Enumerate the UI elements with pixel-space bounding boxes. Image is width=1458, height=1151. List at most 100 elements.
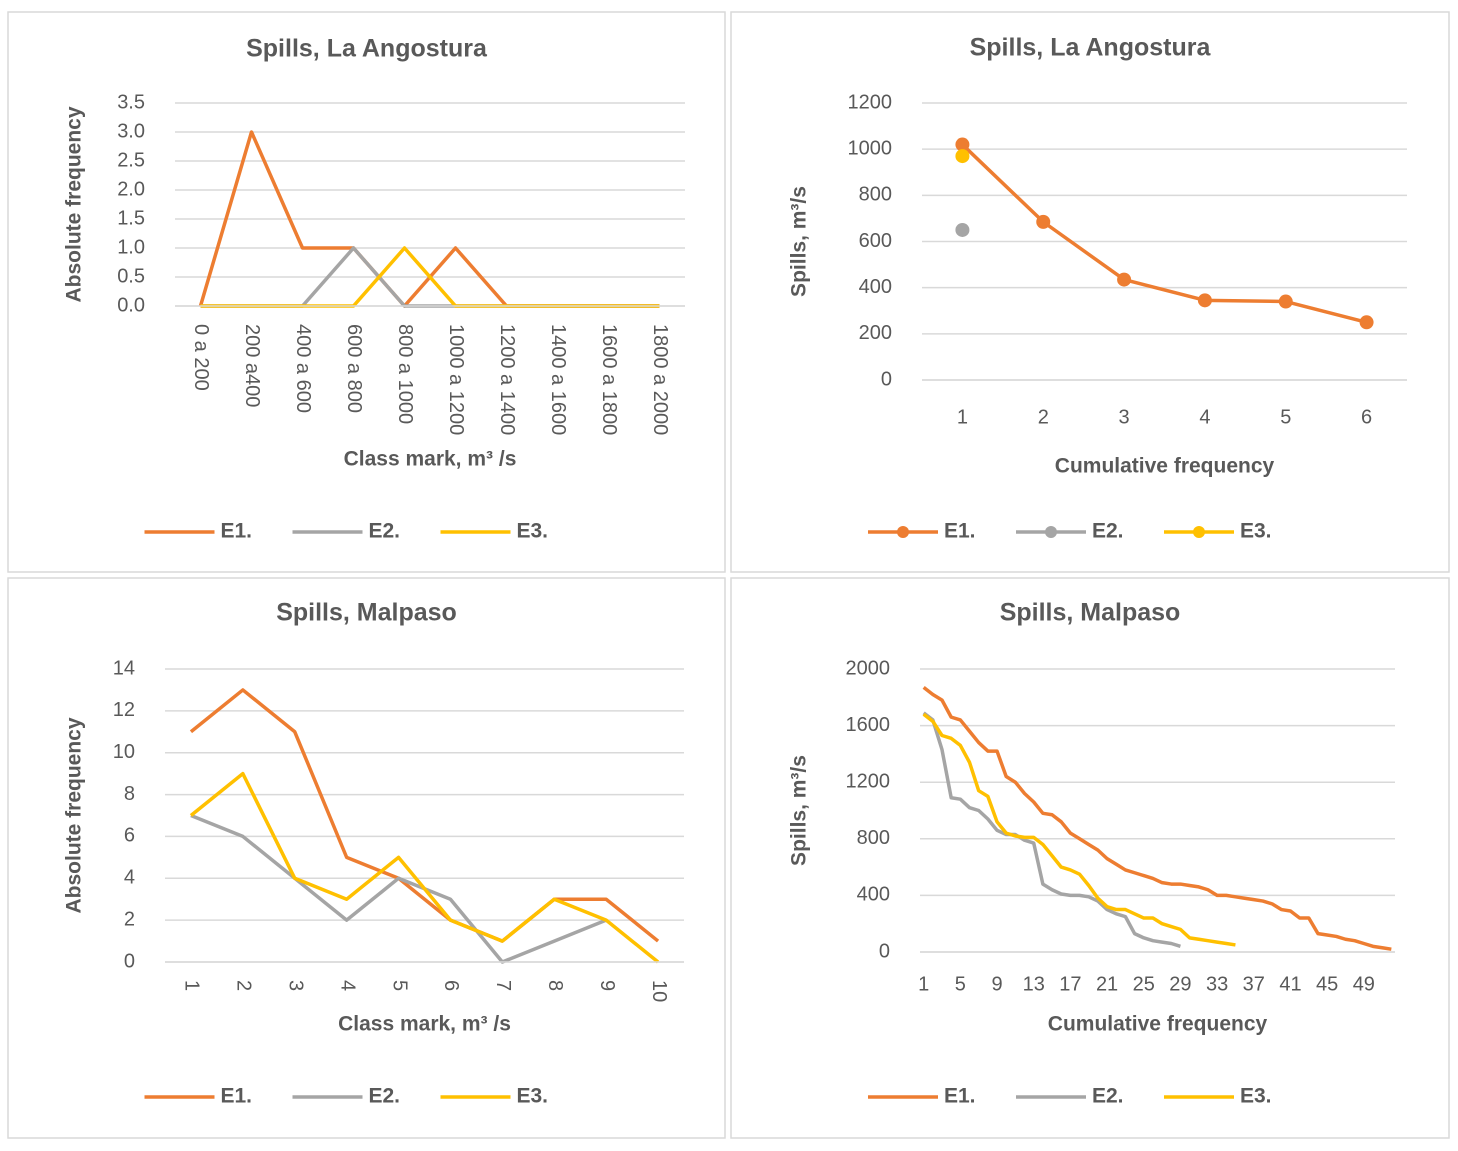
- x-tick-label: 1: [181, 980, 203, 991]
- y-tick-label: 0.5: [117, 265, 145, 287]
- x-tick-label: 1400 a 1600: [547, 324, 569, 435]
- y-tick-label: 4: [124, 867, 135, 889]
- y-tick-label: 1.0: [117, 236, 145, 258]
- marker: [1036, 214, 1051, 229]
- x-tick-label: 600 a 800: [343, 324, 365, 413]
- y-tick-label: 2.5: [117, 149, 145, 171]
- legend-label: E1.: [944, 520, 976, 543]
- y-tick-label: 800: [859, 184, 892, 206]
- marker: [1197, 293, 1212, 308]
- x-tick-label: 2: [1038, 406, 1049, 428]
- legend-marker: [1045, 526, 1057, 538]
- y-tick-label: 0: [881, 368, 892, 390]
- legend-marker: [1193, 526, 1205, 538]
- x-tick-label: 3: [1119, 406, 1130, 428]
- y-axis-title: Absolute frequency: [63, 106, 86, 302]
- x-tick-label: 1800 a 2000: [649, 324, 671, 435]
- y-axis-title: Spills, m³/s: [788, 186, 811, 297]
- legend-label: E1.: [221, 1085, 253, 1108]
- series-line: [922, 711, 1181, 949]
- x-tick-label: 13: [1023, 973, 1045, 995]
- x-tick-label: 800 a 1000: [394, 324, 416, 424]
- y-tick-label: 1200: [846, 770, 891, 792]
- x-tick-label: 1200 a 1400: [496, 324, 518, 435]
- x-tick-label: 45: [1316, 973, 1338, 995]
- x-tick-label: 9: [991, 973, 1002, 995]
- series-line: [189, 771, 660, 964]
- y-tick-label: 12: [113, 699, 135, 721]
- series-line: [922, 712, 1236, 947]
- chart-title: Spills, Malpaso: [276, 599, 457, 627]
- y-tick-label: 400: [859, 276, 892, 298]
- x-tick-label: 10: [648, 980, 670, 1002]
- x-tick-label: 21: [1096, 973, 1118, 995]
- x-tick-label: 2: [233, 980, 255, 991]
- legend-label: E2.: [1092, 520, 1124, 543]
- chart-title: Spills, La Angostura: [970, 34, 1212, 62]
- y-tick-label: 800: [857, 827, 890, 849]
- y-tick-label: 0: [879, 940, 890, 962]
- y-tick-label: 14: [113, 657, 135, 679]
- x-tick-label: 37: [1243, 973, 1265, 995]
- legend-label: E2.: [369, 520, 401, 543]
- panel: [730, 11, 1450, 573]
- y-tick-label: 2: [124, 908, 135, 930]
- legend-label: E2.: [1092, 1085, 1124, 1108]
- legend-label: E3.: [517, 1085, 549, 1108]
- panel: [730, 577, 1450, 1139]
- y-tick-label: 1200: [848, 91, 893, 113]
- x-axis-title: Class mark, m³ /s: [344, 448, 517, 471]
- y-tick-label: 6: [124, 825, 135, 847]
- legend-label: E3.: [517, 520, 549, 543]
- x-tick-label: 400 a 600: [292, 324, 314, 413]
- y-tick-label: 2000: [846, 657, 891, 679]
- x-tick-label: 7: [492, 980, 514, 991]
- series-line: [961, 143, 1368, 324]
- x-tick-label: 4: [336, 980, 358, 991]
- x-tick-label: 49: [1353, 973, 1375, 995]
- y-tick-label: 600: [859, 230, 892, 252]
- x-tick-label: 9: [596, 980, 618, 991]
- series-line: [190, 813, 607, 964]
- x-tick-label: 0 a 200: [190, 324, 212, 391]
- x-tick-label: 3: [284, 980, 306, 991]
- y-tick-label: 400: [857, 884, 890, 906]
- y-tick-label: 1600: [846, 714, 891, 736]
- y-tick-label: 1.5: [117, 207, 145, 229]
- marker: [1117, 272, 1132, 287]
- legend-label: E1.: [944, 1085, 976, 1108]
- x-tick-label: 6: [440, 980, 462, 991]
- y-tick-label: 3.5: [117, 91, 145, 113]
- y-axis-title: Spills, m³/s: [788, 755, 811, 866]
- x-tick-label: 5: [955, 973, 966, 995]
- panel: [7, 577, 726, 1139]
- marker: [955, 222, 970, 237]
- x-tick-label: 33: [1206, 973, 1228, 995]
- marker: [955, 149, 970, 164]
- series-line: [189, 688, 660, 943]
- x-tick-label: 25: [1133, 973, 1155, 995]
- y-tick-label: 1000: [848, 137, 893, 159]
- y-axis-title: Absolute frequency: [63, 717, 86, 913]
- y-tick-label: 0.0: [117, 294, 145, 316]
- x-tick-label: 8: [544, 980, 566, 991]
- legend-label: E3.: [1240, 520, 1272, 543]
- x-axis-title: Class mark, m³ /s: [338, 1013, 511, 1036]
- x-tick-label: 17: [1059, 973, 1081, 995]
- x-tick-label: 200 a400: [241, 324, 263, 407]
- y-tick-label: 2.0: [117, 178, 145, 200]
- y-tick-label: 8: [124, 783, 135, 805]
- chart-title: Spills, La Angostura: [246, 35, 488, 63]
- x-tick-label: 5: [1280, 406, 1291, 428]
- x-tick-label: 41: [1279, 973, 1301, 995]
- x-tick-label: 4: [1199, 406, 1210, 428]
- x-tick-label: 6: [1361, 406, 1372, 428]
- x-tick-label: 1600 a 1800: [598, 324, 620, 435]
- y-tick-label: 0: [124, 950, 135, 972]
- y-tick-label: 10: [113, 741, 135, 763]
- x-axis-title: Cumulative frequency: [1048, 1013, 1268, 1036]
- marker: [1359, 315, 1374, 330]
- legend-label: E2.: [369, 1085, 401, 1108]
- x-tick-label: 29: [1169, 973, 1191, 995]
- legend-marker: [897, 526, 909, 538]
